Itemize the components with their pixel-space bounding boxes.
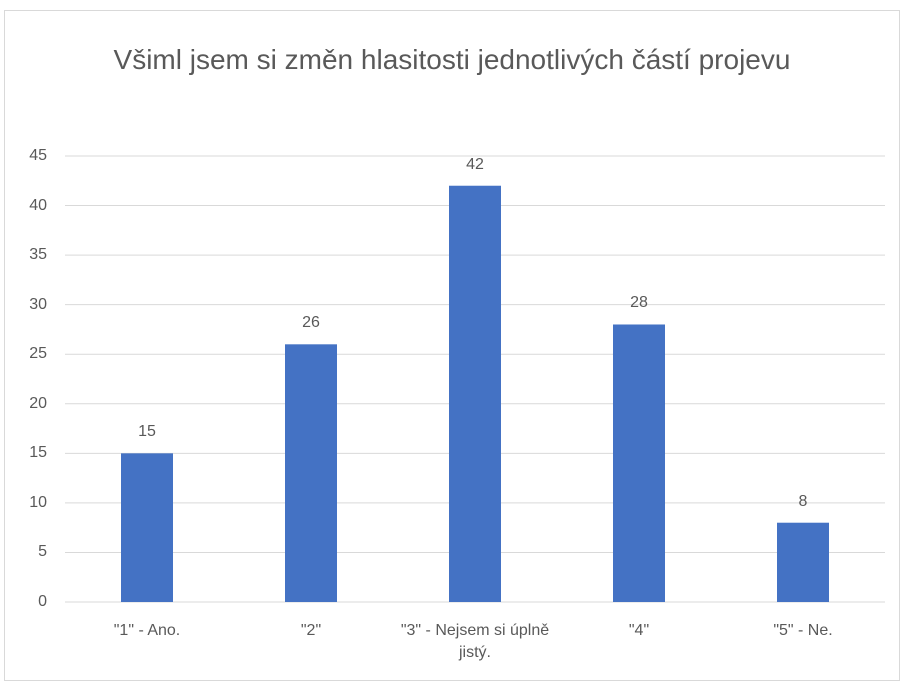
chart-title: Všiml jsem si změn hlasitosti jednotlivý… (113, 44, 791, 75)
x-tick-label: "1" - Ano. (113, 622, 181, 639)
y-tick-label: 5 (38, 543, 47, 561)
bar (285, 344, 337, 602)
y-tick-label: 0 (38, 593, 47, 610)
x-tick-label: "2" (300, 622, 322, 639)
bar (613, 324, 665, 602)
bar (121, 453, 173, 602)
y-tick-label: 45 (29, 147, 47, 164)
data-label: 15 (138, 423, 156, 441)
bar (449, 185, 501, 602)
x-tick-label: "4" (628, 622, 650, 639)
y-tick-label: 20 (29, 394, 47, 412)
y-tick-label: 30 (29, 295, 47, 313)
y-tick-label: 15 (29, 444, 47, 462)
y-tick-label: 35 (29, 246, 47, 264)
bar (777, 522, 829, 602)
y-tick-label: 25 (29, 345, 47, 363)
x-tick-label: "3" - Nejsem si úplně jistý. (400, 622, 550, 661)
y-tick-label: 40 (29, 196, 47, 214)
y-tick-label: 10 (29, 493, 47, 511)
data-label: 8 (798, 492, 808, 510)
x-tick-label: "5" - Ne. (773, 622, 833, 639)
data-label: 42 (466, 155, 484, 173)
data-label: 28 (630, 294, 648, 312)
data-label: 26 (302, 314, 320, 332)
